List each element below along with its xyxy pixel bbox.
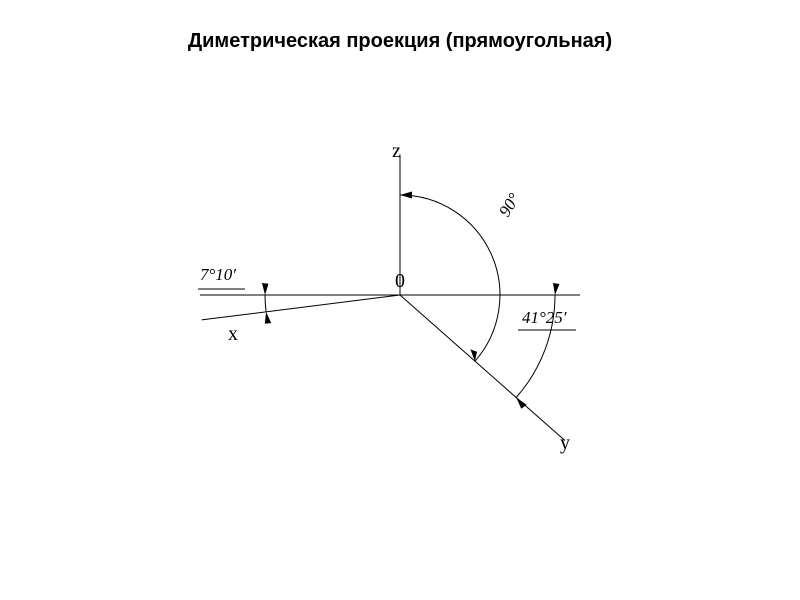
y-label: y	[560, 432, 570, 455]
arc-x-angle	[265, 295, 266, 312]
arc-y-arrow-top	[553, 283, 560, 295]
angle-x-label: 7°10′	[200, 265, 236, 285]
arc-y-arrow-bottom	[516, 398, 526, 409]
diagram-canvas	[0, 0, 800, 600]
arc-90	[400, 195, 500, 361]
z-label: z	[392, 140, 401, 163]
arc-90-arrow-top	[400, 192, 412, 199]
arc-x-arrow-top	[262, 283, 269, 295]
x-axis	[202, 295, 400, 320]
origin-label: 0	[395, 270, 405, 293]
x-label: x	[228, 323, 238, 346]
angle-y-label: 41°25′	[522, 308, 567, 328]
arc-x-arrow-bottom	[265, 312, 271, 324]
